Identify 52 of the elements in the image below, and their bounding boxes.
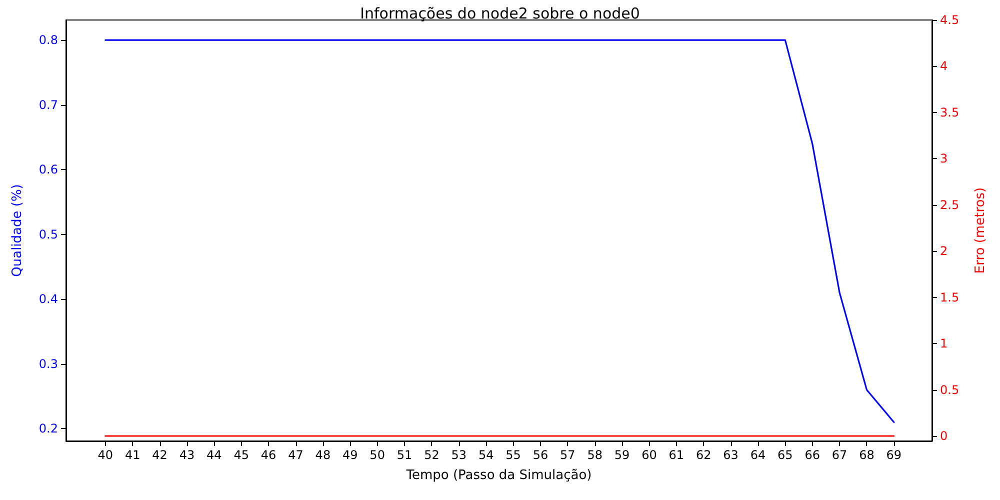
x-tick-label: 65 [778,448,793,462]
y2-tick-label: 1 [940,336,948,351]
x-tick-label: 63 [723,448,738,462]
x-tick-label: 51 [396,448,412,462]
x-tick-label: 64 [750,448,766,462]
x-tick-label: 67 [832,448,848,462]
y2-tick-label: 4.5 [940,13,960,27]
x-tick-label: 53 [451,448,467,462]
y2-tick-label: 0 [940,429,948,444]
chart-title: Informações do node2 sobre o node0 [360,4,640,22]
y2-axis-title: Erro (metros) [973,187,988,274]
x-tick-label: 69 [886,448,902,462]
y2-tick-label: 4 [940,59,948,74]
line-series [104,39,895,424]
y-tick-label: 0.5 [38,227,58,242]
x-tick-label: 60 [642,448,657,462]
x-tick-label: 68 [859,448,874,462]
y2-tick-label: 3.5 [940,105,960,120]
x-tick-label: 57 [560,448,576,462]
x-tick-label: 56 [532,448,548,462]
x-tick-label: 47 [288,448,304,462]
x-tick-label: 59 [614,448,630,462]
y-tick-label: 0.6 [38,162,58,177]
x-tick-label: 42 [152,448,168,462]
y-tick-label: 0.8 [38,33,58,48]
x-tick-label: 55 [506,448,521,462]
x-tick-label: 62 [696,448,712,462]
y2-tick-label: 1.5 [940,290,960,304]
y2-tick-label: 3 [940,152,948,166]
x-tick-label: 50 [370,448,385,462]
x-axis-title: Tempo (Passo da Simulação) [405,468,592,483]
x-tick-label: 58 [587,448,602,462]
x-tick-label: 43 [179,448,195,462]
y2-tick-label: 2.5 [940,198,960,212]
x-tick-label: 45 [234,448,250,462]
y2-tick-label: 2 [940,244,948,258]
x-tick-label: 49 [342,448,358,462]
x-tick-label: 48 [315,448,331,462]
x-tick-label: 46 [260,448,276,462]
x-tick-label: 54 [478,448,494,462]
x-tick-label: 40 [98,448,114,462]
x-tick-label: 41 [124,448,140,462]
y-tick-label: 0.2 [38,422,58,436]
y-tick-label: 0.4 [38,292,58,306]
x-tick-label: 44 [206,448,222,462]
y-tick-label: 0.7 [38,98,58,112]
x-tick-label: 52 [424,448,440,462]
x-tick-label: 66 [804,448,820,462]
y2-tick-label: 0.5 [940,382,960,397]
x-tick-label: 61 [668,448,684,462]
y-tick-label: 0.3 [38,356,58,371]
y-axis-title: Qualidade (%) [10,184,25,277]
